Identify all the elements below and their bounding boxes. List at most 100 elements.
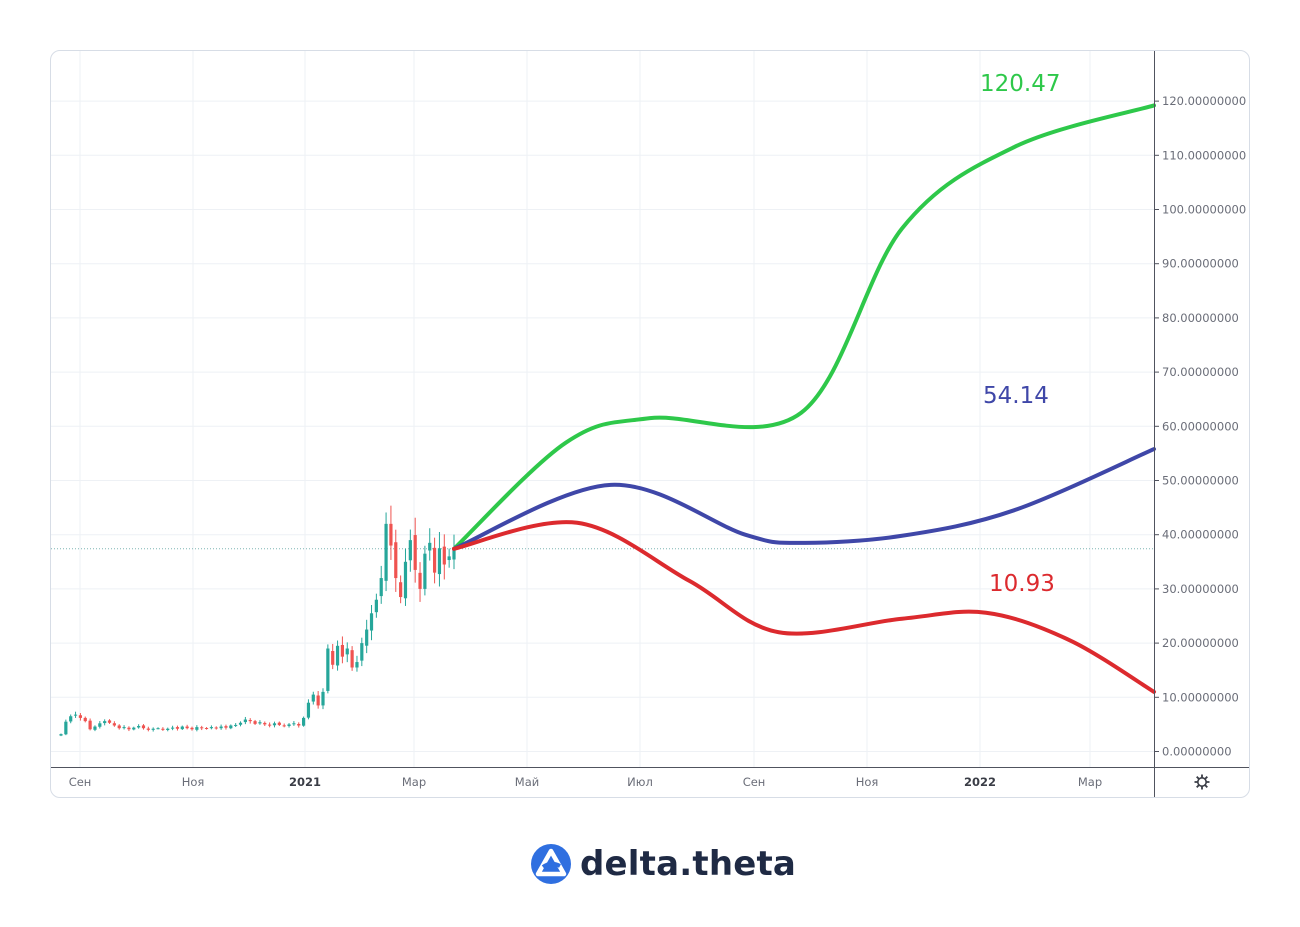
candle-body bbox=[175, 727, 180, 729]
candle-body bbox=[146, 728, 150, 730]
candle-body bbox=[107, 720, 112, 723]
x-tick-label: Ноя bbox=[182, 775, 205, 789]
candle-body bbox=[88, 720, 92, 730]
candle-body bbox=[137, 726, 141, 728]
candle-body bbox=[214, 727, 218, 729]
candle-body bbox=[253, 721, 257, 724]
forecast-end-label: 10.93 bbox=[989, 571, 1055, 597]
candle-body bbox=[141, 725, 146, 729]
candle-body bbox=[447, 556, 451, 561]
candle-body bbox=[64, 721, 68, 735]
x-tick-label: Сен bbox=[743, 775, 766, 789]
candle-body bbox=[297, 723, 301, 726]
y-tick-label: 70.00000000 bbox=[1162, 365, 1239, 379]
candle-body bbox=[248, 720, 252, 722]
candle-body bbox=[122, 727, 126, 729]
candle-body bbox=[345, 648, 349, 655]
candle-body bbox=[331, 650, 335, 665]
brand: delta.theta bbox=[530, 840, 796, 888]
candle-body bbox=[234, 724, 238, 726]
candle-body bbox=[428, 542, 432, 551]
y-tick-label: 50.00000000 bbox=[1162, 474, 1239, 488]
candle-body bbox=[93, 726, 97, 730]
forecast-line-bull bbox=[452, 103, 1156, 551]
forecast-end-label: 54.14 bbox=[983, 383, 1049, 409]
candle-body bbox=[452, 548, 456, 560]
x-tick-label: Мар bbox=[402, 775, 426, 789]
x-tick-label: 2022 bbox=[964, 775, 996, 789]
candle-body bbox=[132, 727, 136, 730]
brand-name: delta.theta bbox=[580, 844, 797, 884]
gear-icon[interactable] bbox=[1194, 774, 1210, 790]
chart-frame: 120.47 54.14 10.93 0.00000000 10.00000000 20.… bbox=[50, 50, 1250, 798]
candle-body bbox=[127, 727, 131, 730]
y-tick-label: 40.00000000 bbox=[1162, 528, 1239, 542]
candle-body bbox=[229, 725, 233, 729]
candle-body bbox=[301, 717, 306, 726]
x-tick-label: Май bbox=[515, 775, 539, 789]
y-tick-label: 0.00000000 bbox=[1162, 745, 1232, 759]
candle-body bbox=[117, 725, 121, 729]
candle-body bbox=[340, 644, 345, 657]
candle-body bbox=[268, 724, 272, 726]
y-tick-label: 100.00000000 bbox=[1162, 203, 1246, 217]
candle-body bbox=[209, 727, 214, 729]
candle-body bbox=[156, 728, 160, 730]
candle-body bbox=[282, 725, 286, 727]
candle-body bbox=[437, 548, 442, 575]
candle-body bbox=[204, 728, 209, 730]
candle-body bbox=[384, 523, 388, 581]
candle-body bbox=[365, 629, 369, 646]
candle-body bbox=[219, 726, 223, 729]
y-tick-label: 10.00000000 bbox=[1162, 690, 1239, 704]
candle-body bbox=[403, 561, 408, 599]
candle-body bbox=[166, 728, 170, 730]
delta-theta-logo-icon bbox=[531, 844, 571, 884]
x-tick-label: Сен bbox=[69, 775, 92, 789]
candle-body bbox=[311, 694, 315, 702]
forecast-line-bear bbox=[452, 520, 1156, 694]
candle-body bbox=[394, 542, 398, 579]
candle-body bbox=[238, 722, 243, 725]
candle-body bbox=[190, 727, 194, 730]
candle-body bbox=[287, 724, 291, 727]
candle-body bbox=[263, 722, 267, 725]
x-tick-label: Мар bbox=[1078, 775, 1102, 789]
candle-body bbox=[355, 662, 359, 668]
candle-body bbox=[321, 691, 325, 706]
candle-body bbox=[350, 650, 354, 668]
candle-body bbox=[103, 721, 107, 724]
y-tick-label: 30.00000000 bbox=[1162, 582, 1239, 596]
candle-body bbox=[200, 727, 204, 729]
forecast-line-base bbox=[452, 447, 1156, 551]
candle-body bbox=[389, 523, 393, 546]
candle-body bbox=[151, 728, 155, 730]
candle-body bbox=[374, 599, 378, 613]
candle-body bbox=[306, 702, 311, 718]
candle-body bbox=[78, 715, 83, 718]
y-tick-label: 80.00000000 bbox=[1162, 311, 1239, 325]
candle-body bbox=[423, 553, 427, 589]
candle-body bbox=[399, 582, 403, 598]
y-tick-label: 60.00000000 bbox=[1162, 419, 1239, 433]
candle-body bbox=[195, 727, 199, 730]
candle-body bbox=[161, 728, 165, 730]
candle-body bbox=[413, 535, 417, 570]
candle-body bbox=[442, 546, 446, 565]
candle-body bbox=[360, 643, 364, 661]
candle-body bbox=[369, 613, 374, 631]
x-tick-label: Ноя bbox=[856, 775, 879, 789]
candle-body bbox=[418, 572, 422, 589]
candle-body bbox=[335, 645, 340, 666]
candle-body bbox=[170, 727, 175, 729]
candle-body bbox=[180, 726, 184, 730]
forecast-end-label: 120.47 bbox=[980, 71, 1060, 97]
candle-body bbox=[277, 722, 281, 725]
candle-body bbox=[243, 719, 247, 723]
candle-body bbox=[432, 547, 437, 573]
candle-body bbox=[326, 648, 330, 691]
candle-body bbox=[258, 722, 262, 724]
x-tick-label: Июл bbox=[627, 775, 653, 789]
candle-body bbox=[292, 723, 296, 725]
candle-body bbox=[316, 695, 320, 706]
